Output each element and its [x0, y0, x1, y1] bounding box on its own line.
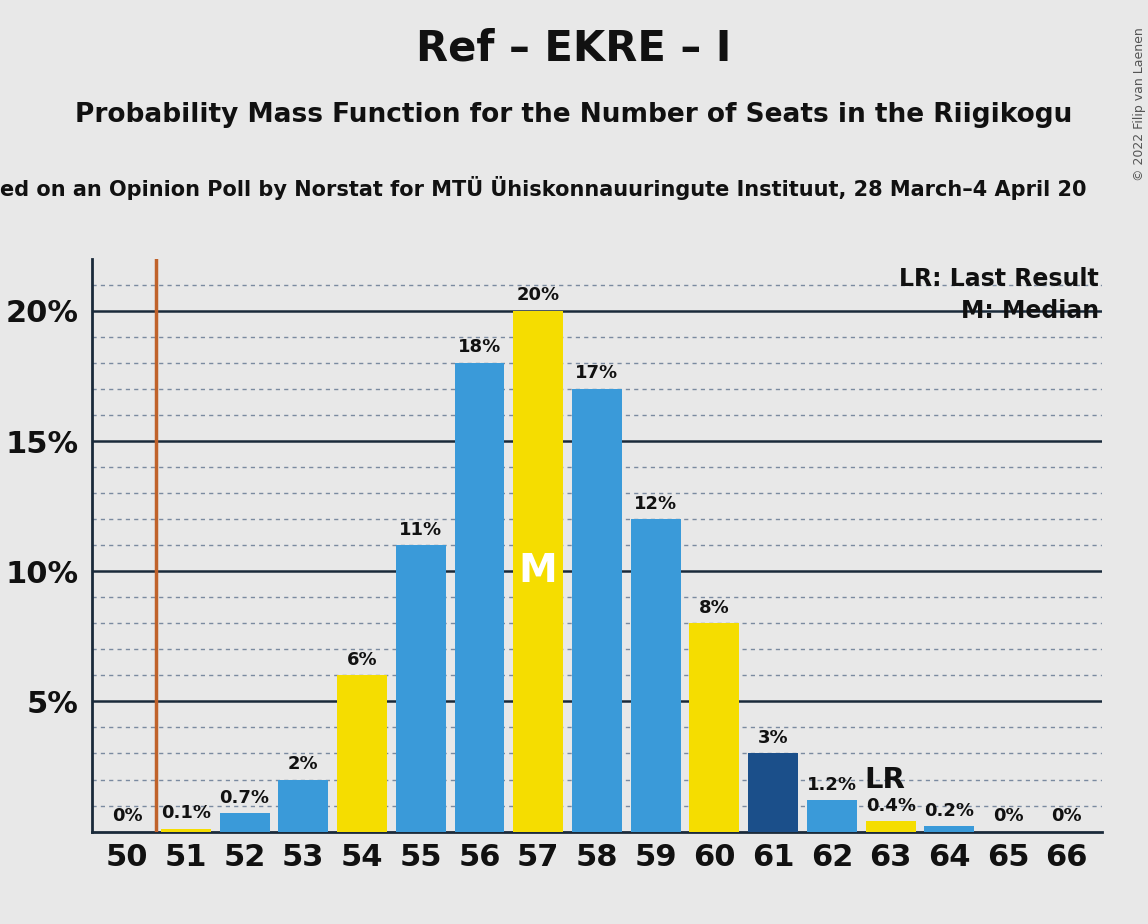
Text: 0.4%: 0.4% — [866, 796, 916, 815]
Text: Probability Mass Function for the Number of Seats in the Riigikogu: Probability Mass Function for the Number… — [76, 102, 1072, 128]
Text: 2%: 2% — [288, 755, 319, 773]
Bar — [748, 753, 798, 832]
Text: 0.7%: 0.7% — [219, 789, 270, 807]
Text: © 2022 Filip van Laenen: © 2022 Filip van Laenen — [1133, 28, 1147, 181]
Text: 18%: 18% — [458, 338, 502, 357]
Bar — [572, 389, 622, 832]
Text: LR: LR — [864, 765, 905, 794]
Bar — [690, 624, 739, 832]
Bar — [161, 829, 211, 832]
Text: 20%: 20% — [517, 286, 560, 304]
Text: 0.1%: 0.1% — [161, 805, 211, 822]
Bar — [630, 519, 681, 832]
Bar — [513, 310, 564, 832]
Text: 1.2%: 1.2% — [807, 776, 856, 794]
Bar — [455, 363, 504, 832]
Text: 11%: 11% — [400, 520, 442, 539]
Text: 3%: 3% — [758, 729, 789, 747]
Text: ed on an Opinion Poll by Norstat for MTÜ Ühiskonnauuringute Instituut, 28 March–: ed on an Opinion Poll by Norstat for MTÜ… — [0, 176, 1086, 200]
Text: M: Median: M: Median — [961, 299, 1099, 323]
Bar — [219, 813, 270, 832]
Text: LR: Last Result: LR: Last Result — [899, 266, 1099, 290]
Text: 6%: 6% — [347, 650, 378, 669]
Text: M: M — [519, 553, 558, 590]
Text: 8%: 8% — [699, 599, 730, 617]
Bar — [924, 826, 975, 832]
Bar — [866, 821, 916, 832]
Text: 12%: 12% — [634, 494, 677, 513]
Text: 0.2%: 0.2% — [924, 802, 975, 820]
Bar — [278, 780, 328, 832]
Text: Ref – EKRE – I: Ref – EKRE – I — [417, 28, 731, 69]
Text: 17%: 17% — [575, 364, 619, 383]
Bar — [338, 675, 387, 832]
Bar — [807, 800, 856, 832]
Bar — [396, 545, 445, 832]
Text: 0%: 0% — [1052, 807, 1083, 825]
Text: 0%: 0% — [111, 807, 142, 825]
Text: 0%: 0% — [993, 807, 1023, 825]
